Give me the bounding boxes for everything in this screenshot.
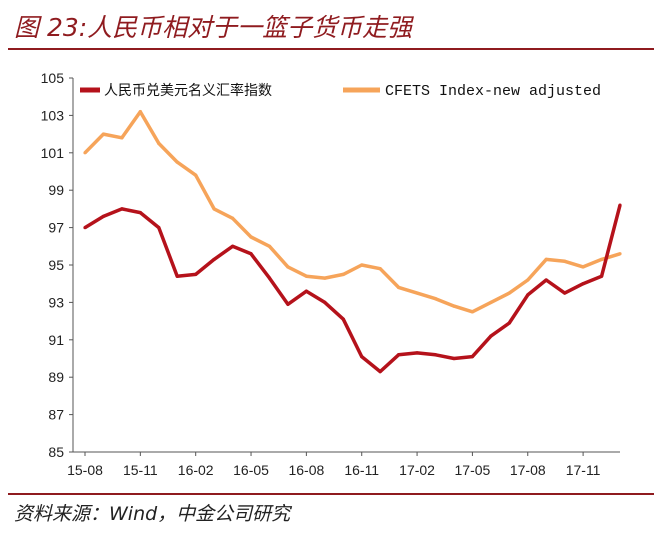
data-point-series-1 — [157, 226, 161, 230]
data-point-series-1 — [194, 272, 198, 276]
y-tick-label: 105 — [41, 70, 65, 86]
y-tick-label: 97 — [48, 220, 64, 236]
data-point-series-1 — [581, 282, 585, 286]
y-tick-label: 95 — [48, 257, 64, 273]
x-tick-label: 16-08 — [288, 462, 324, 478]
series-line-2 — [83, 109, 621, 314]
x-tick-label: 16-11 — [344, 462, 379, 478]
data-point-series-1 — [212, 257, 216, 261]
data-point-series-2 — [544, 257, 548, 261]
legend-label-series-2: CFETS Index-new adjusted — [385, 83, 601, 100]
data-point-series-2 — [120, 136, 124, 140]
series-line-1 — [84, 204, 622, 374]
data-point-series-2 — [267, 244, 272, 248]
data-point-series-1 — [249, 252, 253, 256]
data-point-series-1 — [323, 300, 327, 304]
data-point-series-1 — [120, 207, 124, 211]
data-point-series-2 — [341, 272, 345, 276]
data-point-series-2 — [563, 259, 567, 263]
data-point-series-1 — [507, 321, 511, 325]
y-tick-label: 99 — [48, 182, 64, 198]
x-tick-label: 17-05 — [455, 462, 491, 478]
data-point-series-1 — [433, 353, 438, 357]
data-point-series-2 — [581, 265, 585, 269]
y-tick-label: 89 — [48, 369, 64, 385]
y-tick-label: 93 — [48, 294, 64, 310]
x-tick-label: 17-02 — [399, 462, 435, 478]
data-point-series-1 — [544, 278, 548, 282]
x-tick-label: 15-08 — [67, 462, 103, 478]
legend-label-series-1: 人民币兑美元名义汇率指数 — [104, 82, 272, 99]
data-point-series-1 — [286, 302, 290, 306]
x-tick-label: 17-11 — [566, 462, 601, 478]
data-point-series-1 — [563, 291, 567, 295]
data-point-series-2 — [378, 267, 382, 271]
data-point-series-1 — [101, 214, 106, 218]
footer-rule — [8, 493, 654, 495]
data-point-series-2 — [249, 235, 253, 239]
data-point-series-1 — [175, 274, 179, 278]
source-note: 资料来源：Wind，中金公司研究 — [14, 503, 291, 525]
data-point-series-2 — [415, 291, 419, 295]
series-group — [83, 109, 622, 374]
data-point-series-2 — [507, 291, 511, 295]
data-point-series-2 — [212, 207, 216, 211]
y-tick-label: 101 — [41, 145, 65, 161]
y-tick-label: 87 — [48, 407, 64, 423]
data-point-series-1 — [267, 276, 272, 280]
title-rule — [8, 48, 654, 50]
data-point-series-2 — [397, 285, 401, 290]
y-tick-label: 103 — [41, 107, 65, 123]
data-point-series-2 — [618, 252, 622, 256]
data-point-series-2 — [489, 300, 493, 304]
data-point-series-2 — [138, 110, 142, 114]
data-point-series-2 — [175, 160, 179, 164]
y-tick-group: 105 103 101 99 97 95 93 91 89 87 85 — [41, 70, 73, 460]
data-point-series-2 — [599, 257, 604, 261]
x-tick-group: 15-08 15-11 16-02 16-05 16-08 16-11 17-02 17-05… — [67, 452, 601, 478]
data-point-series-2 — [433, 297, 438, 301]
data-point-series-1 — [341, 317, 345, 321]
data-point-series-1 — [489, 334, 493, 338]
data-point-series-2 — [286, 265, 290, 269]
x-tick-label: 17-08 — [510, 462, 546, 478]
data-point-series-1 — [378, 369, 382, 374]
data-point-series-1 — [526, 293, 530, 297]
data-point-series-2 — [194, 173, 198, 177]
data-point-series-2 — [470, 310, 475, 314]
data-point-series-1 — [360, 355, 364, 359]
data-point-series-1 — [138, 211, 142, 215]
data-point-series-1 — [470, 355, 475, 359]
data-point-series-2 — [360, 263, 364, 267]
y-tick-label: 91 — [48, 332, 64, 348]
data-point-series-2 — [101, 132, 106, 136]
data-point-series-1 — [599, 274, 604, 278]
data-point-series-1 — [230, 244, 235, 248]
data-point-series-2 — [452, 304, 456, 308]
data-point-series-1 — [304, 289, 308, 293]
x-tick-label: 15-11 — [123, 462, 158, 478]
data-point-series-1 — [415, 351, 419, 355]
data-point-series-1 — [83, 226, 87, 230]
chart-title: 图 23:人民币相对于一篮子货币走强 — [14, 13, 413, 42]
data-point-series-2 — [526, 278, 530, 282]
data-point-series-2 — [83, 151, 87, 155]
data-point-series-2 — [157, 141, 161, 146]
data-point-series-2 — [304, 274, 308, 278]
data-point-series-1 — [452, 356, 456, 361]
x-tick-label: 16-05 — [233, 462, 269, 478]
data-point-series-1 — [397, 353, 401, 357]
x-tick-label: 16-02 — [178, 462, 214, 478]
legend: 人民币兑美元名义汇率指数 CFETS Index-new adjusted — [80, 82, 601, 100]
data-point-series-2 — [230, 216, 235, 220]
data-point-series-2 — [323, 276, 327, 280]
data-point-series-1 — [618, 203, 622, 207]
y-tick-label: 85 — [48, 444, 64, 460]
